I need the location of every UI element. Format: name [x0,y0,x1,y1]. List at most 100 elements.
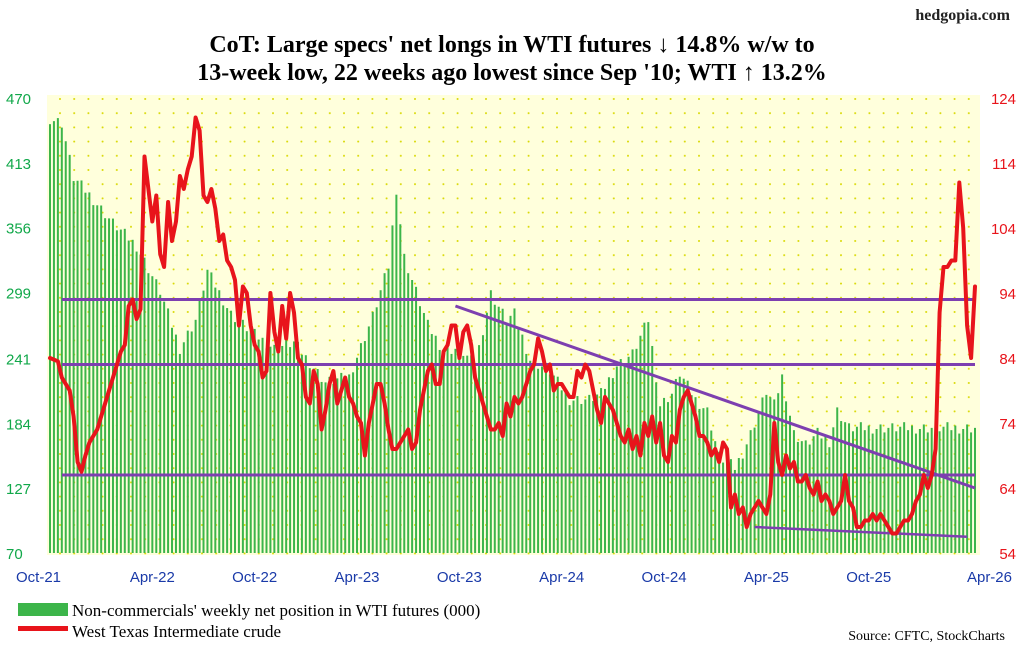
net-position-bar [659,406,662,553]
net-position-bar [706,407,709,553]
x-tick-label: Apr-26 [967,569,1012,586]
net-position-bar [926,432,929,553]
x-tick-label: Apr-24 [539,569,584,586]
net-position-bar [891,423,894,553]
net-position-bar [781,374,784,553]
net-position-bar [572,400,575,553]
net-position-bar [127,240,130,554]
net-position-bar [714,441,717,553]
net-position-bar [206,269,209,553]
net-position-bar [548,374,551,553]
net-position-bar [600,388,603,553]
net-position-bar [871,433,874,553]
chart-title-line1: CoT: Large specs' net longs in WTI futur… [209,32,814,58]
net-position-bar [777,393,780,553]
net-position-bar [580,403,583,553]
right-tick-label: 104 [991,221,1016,238]
net-position-bar [273,344,276,553]
net-position-bar [135,251,138,553]
net-position-bar [214,287,217,553]
net-position-bar [635,348,638,553]
net-position-bar [804,440,807,553]
net-position-bar [537,368,540,553]
net-position-bar [328,376,331,553]
net-position-bar [131,239,134,553]
net-position-bar [332,383,335,553]
net-position-bar [666,402,669,553]
net-position-bar [722,462,725,553]
net-position-bar [171,327,174,553]
left-tick-label: 127 [6,481,31,498]
net-position-bar [521,334,524,553]
net-position-bar [438,349,441,553]
net-position-bar [92,205,95,554]
trend-lines [454,304,976,538]
legend-swatch-bars [18,603,68,616]
x-tick-label: Oct-22 [232,569,277,586]
net-position-bar [533,358,536,553]
net-position-bar [379,290,382,553]
x-tick-label: Apr-23 [335,569,380,586]
net-position-bar [375,307,378,553]
net-position-bar [560,390,563,553]
x-tick-label: Apr-25 [744,569,789,586]
right-tick-label: 114 [992,156,1016,173]
net-position-bar [80,180,83,553]
net-position-bar [56,118,59,554]
net-position-bar [911,425,914,553]
net-position-bar [167,308,170,553]
right-tick-label: 74 [999,416,1016,433]
net-position-bar [619,359,622,553]
net-position-bar [903,422,906,553]
net-position-bar [403,253,406,553]
net-position-bar [966,424,969,553]
net-position-bar [237,320,240,553]
net-position-bar [139,254,142,554]
net-position-bar [222,305,225,553]
net-position-bar [190,331,193,553]
net-position-bar [76,180,79,554]
net-position-bar [198,298,201,553]
net-position-bar [702,408,705,553]
net-position-bar [686,380,689,553]
left-tick-label: 184 [6,416,31,433]
net-position-bar [64,141,67,553]
net-position-bar [68,154,71,553]
net-position-bar [395,194,398,553]
net-position-bar [670,393,673,553]
net-position-bar [938,431,941,553]
net-position-bar [867,425,870,553]
net-position-bar [123,228,126,553]
net-position-bar [261,337,264,553]
net-position-bar [726,460,729,553]
left-tick-label: 299 [6,286,31,303]
net-position-bar [60,127,63,553]
net-position-bar [478,345,481,553]
net-position-bar [281,345,284,553]
net-position-bar [541,366,544,553]
net-position-bar [96,205,99,553]
left-tick-label: 356 [6,221,31,238]
left-tick-label: 470 [6,91,31,108]
net-position-bar [592,400,595,553]
net-position-bar [111,218,114,553]
legend: Non-commercials' weekly net position in … [18,601,480,641]
net-position-bar [84,192,87,553]
net-position-bar [226,308,229,553]
net-position-bar [430,334,433,553]
net-position-bar [253,328,256,553]
net-position-bar [269,346,272,553]
net-position-bar [100,205,103,553]
net-position-bar [879,424,882,553]
net-position-bar [789,415,791,553]
net-position-bar [485,312,488,553]
net-position-bar [245,331,248,553]
net-position-bar [651,345,654,553]
net-position-bar [344,379,347,553]
x-tick-label: Oct-25 [846,569,891,586]
net-position-bar [434,335,437,553]
net-position-bar [604,388,606,553]
net-position-bar [930,427,933,553]
net-position-bar [749,430,752,553]
